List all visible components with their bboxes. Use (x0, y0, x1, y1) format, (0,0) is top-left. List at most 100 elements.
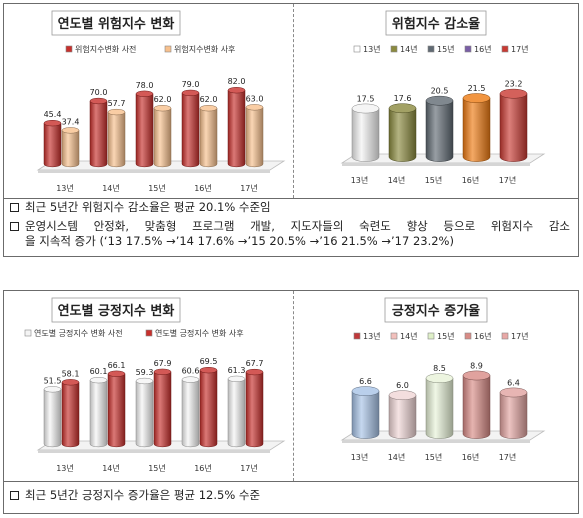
legend-label: 15년 (437, 44, 455, 54)
x-tick-label: 16년 (194, 463, 212, 473)
bar-17년-1 (245, 104, 264, 168)
x-tick-label: 14년 (388, 452, 406, 462)
x-tick-label: 15년 (148, 183, 166, 193)
data-label: 59.3 (136, 368, 154, 377)
data-label: 67.9 (154, 359, 172, 368)
bar-17년-0 (227, 375, 246, 448)
bar-13년 (351, 386, 380, 439)
data-label: 79.0 (182, 80, 200, 89)
data-label: 8.9 (470, 361, 483, 370)
bar-16년 (462, 370, 491, 439)
bar-14년-0 (89, 377, 108, 448)
legend-swatch (145, 329, 153, 337)
chart-title-box (385, 10, 487, 36)
bar-14년 (388, 103, 417, 162)
x-tick-label: 13년 (351, 452, 369, 462)
data-label: 45.4 (44, 110, 62, 119)
bar-15년-1 (153, 368, 172, 448)
bar-15년 (425, 373, 454, 439)
data-label: 70.0 (90, 88, 108, 97)
chart-title: 위험지수 감소율 (392, 16, 480, 32)
chart-title: 연도별 위험지수 변화 (58, 16, 175, 32)
bar-14년-1 (107, 108, 126, 168)
data-label: 66.1 (108, 361, 126, 370)
x-tick-label: 15년 (425, 452, 443, 462)
chart-title: 긍정지수 증가율 (392, 303, 480, 319)
legend-label: 16년 (474, 44, 492, 54)
bar-16년-1 (199, 367, 218, 448)
panel-divider (293, 4, 294, 198)
data-label: 6.4 (507, 378, 520, 387)
x-tick-label: 16년 (462, 452, 480, 462)
bar-14년-1 (107, 370, 126, 448)
bar-15년 (425, 95, 454, 162)
bar-14년 (388, 390, 417, 439)
data-label: 60.1 (90, 367, 108, 376)
data-label: 57.7 (108, 99, 126, 108)
bar-13년-0 (43, 386, 62, 448)
positive-changes-chart: 연도별 긍정지수 변화 연도별 긍정지수 변화 사전 연도별 긍정지수 변화 사후 5… (4, 291, 293, 481)
x-tick-label: 13년 (56, 183, 74, 193)
bar-17년-0 (227, 87, 246, 168)
legend-label: 14년 (400, 44, 418, 54)
x-tick-label: 15년 (148, 463, 166, 473)
legend-label: 위험지수변화 사후 (174, 44, 235, 54)
positive-increase-chart: 긍정지수 증가율 13년 14년 15년 16년 17년 6.6 13년 6.0 14년 8.5 15… (294, 291, 578, 481)
bar-13년 (351, 103, 380, 162)
data-label: 60.6 (182, 367, 200, 376)
legend-swatch (427, 45, 435, 53)
legend-swatch (501, 45, 509, 53)
bullet-square-icon (10, 203, 19, 212)
chart-title-box (384, 297, 488, 323)
legend-label: 17년 (511, 44, 529, 54)
bar-13년-1 (61, 379, 80, 448)
legend-label: 연도별 긍정지수 변화 사후 (155, 328, 244, 338)
x-tick-label: 14년 (388, 175, 406, 185)
x-tick-label: 15년 (425, 175, 443, 185)
x-tick-label: 13년 (56, 463, 74, 473)
data-label: 17.6 (394, 94, 412, 103)
risk-note-average: 최근 5년간 위험지수 감소율은 평균 20.1% 수준임 (10, 200, 570, 215)
legend-swatch (390, 45, 398, 53)
bar-15년-0 (135, 90, 154, 168)
bar-16년-0 (181, 376, 200, 448)
legend-label: 15년 (437, 331, 455, 341)
positive-index-panel: 연도별 긍정지수 변화 연도별 긍정지수 변화 사전 연도별 긍정지수 변화 사후 5… (3, 290, 579, 514)
data-label: 8.5 (433, 364, 446, 373)
data-label: 58.1 (62, 369, 80, 378)
chart-floor-edge (342, 163, 530, 166)
bar-13년-1 (61, 127, 80, 168)
x-tick-label: 17년 (499, 175, 517, 185)
bar-14년-0 (89, 97, 108, 168)
bar-13년-0 (43, 120, 62, 168)
chart-floor-edge (38, 170, 270, 173)
data-label: 17.5 (357, 95, 375, 104)
data-label: 63.0 (246, 94, 264, 103)
data-label: 6.6 (359, 377, 372, 386)
legend-swatch (65, 45, 73, 53)
panel-divider (293, 291, 294, 481)
x-tick-label: 14년 (102, 463, 120, 473)
legend-swatch (390, 332, 398, 340)
data-label: 62.0 (154, 95, 172, 104)
x-tick-label: 17년 (499, 452, 517, 462)
data-label: 37.4 (62, 117, 80, 126)
positive-note-average: 최근 5년간 긍정지수 증가율은 평균 12.5% 수준 (10, 488, 570, 503)
chart-title-box (51, 297, 181, 323)
legend-swatch (24, 329, 32, 337)
chart-notes-divider (4, 198, 578, 199)
legend-label: 13년 (363, 331, 381, 341)
data-label: 62.0 (200, 95, 218, 104)
legend-label: 연도별 긍정지수 변화 사전 (34, 328, 123, 338)
data-label: 61.3 (228, 366, 246, 375)
x-tick-label: 17년 (240, 463, 258, 473)
bar-16년-0 (181, 89, 200, 168)
chart-floor-edge (342, 440, 530, 443)
x-tick-label: 16년 (194, 183, 212, 193)
legend-label: 위험지수변화 사전 (75, 44, 136, 54)
bullet-square-icon (10, 491, 19, 500)
bar-17년 (499, 88, 528, 162)
risk-reduction-chart: 위험지수 감소율 13년 14년 15년 16년 17년 17.5 13년 17.6 14년 20.… (294, 4, 578, 198)
legend-swatch (353, 45, 361, 53)
legend-swatch (464, 332, 472, 340)
